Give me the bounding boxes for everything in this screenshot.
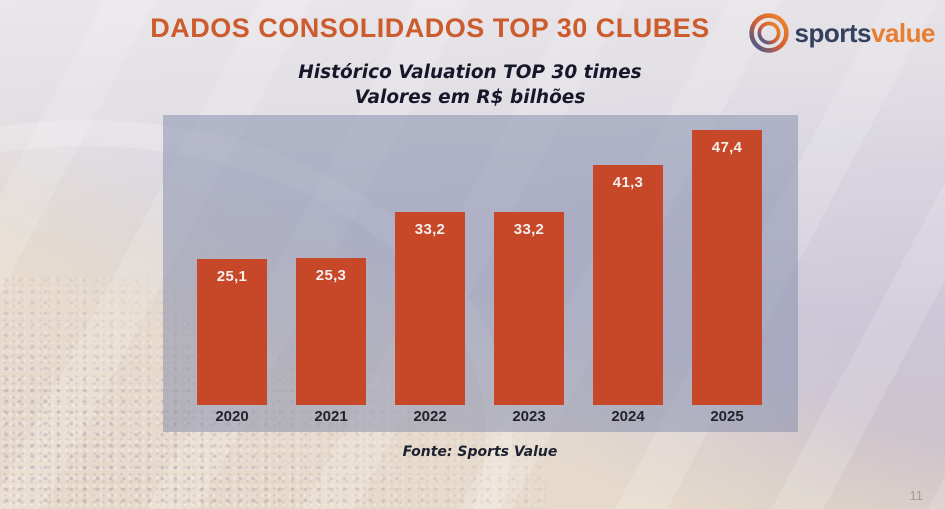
plot-area: 25,1 25,3 33,2 33,2 41,3 47,4 [163, 115, 798, 405]
bar-2021: 25,3 [296, 258, 366, 405]
logo-text-value: value [871, 17, 936, 48]
x-axis-label-2022: 2022 [413, 408, 447, 425]
bar-value-label: 33,2 [513, 221, 545, 238]
bar-2025: 47,4 [692, 130, 762, 405]
x-axis-label-2021: 2021 [314, 408, 348, 425]
sportsvalue-logo: sportsvalue [747, 11, 936, 55]
x-axis-label-2024: 2024 [611, 408, 645, 425]
x-axis-label-2020: 2020 [215, 408, 249, 425]
chart-subtitle: Valores em R$ bilhões [354, 87, 586, 108]
bar-value-label: 41,3 [612, 174, 644, 191]
bar-value-label: 33,2 [414, 221, 446, 238]
bar-2024: 41,3 [593, 165, 663, 405]
logo-wordmark: sportsvalue [794, 17, 936, 49]
chart-title: Histórico Valuation TOP 30 times [298, 62, 642, 83]
bar-2020: 25,1 [197, 259, 267, 405]
chart-panel: 25,1 25,3 33,2 33,2 41,3 47,4 2020 2021 2022 202… [163, 115, 798, 432]
x-axis-label-2025: 2025 [710, 408, 744, 425]
page-title: DADOS CONSOLIDADOS TOP 30 CLUBES [150, 13, 710, 43]
bar-value-label: 25,3 [315, 267, 347, 284]
bar-2022: 33,2 [395, 212, 465, 405]
chart-title-block: Histórico Valuation TOP 30 times Valores… [170, 60, 770, 110]
concentric-rings-icon [747, 11, 791, 55]
logo-text-sports: sports [794, 17, 872, 48]
source-note: Fonte: Sports Value [402, 444, 558, 460]
bar-value-label: 47,4 [711, 139, 743, 156]
x-axis-label-2023: 2023 [512, 408, 546, 425]
bar-value-label: 25,1 [216, 268, 248, 285]
bar-2023: 33,2 [494, 212, 564, 405]
page-number: 11 [909, 488, 924, 503]
